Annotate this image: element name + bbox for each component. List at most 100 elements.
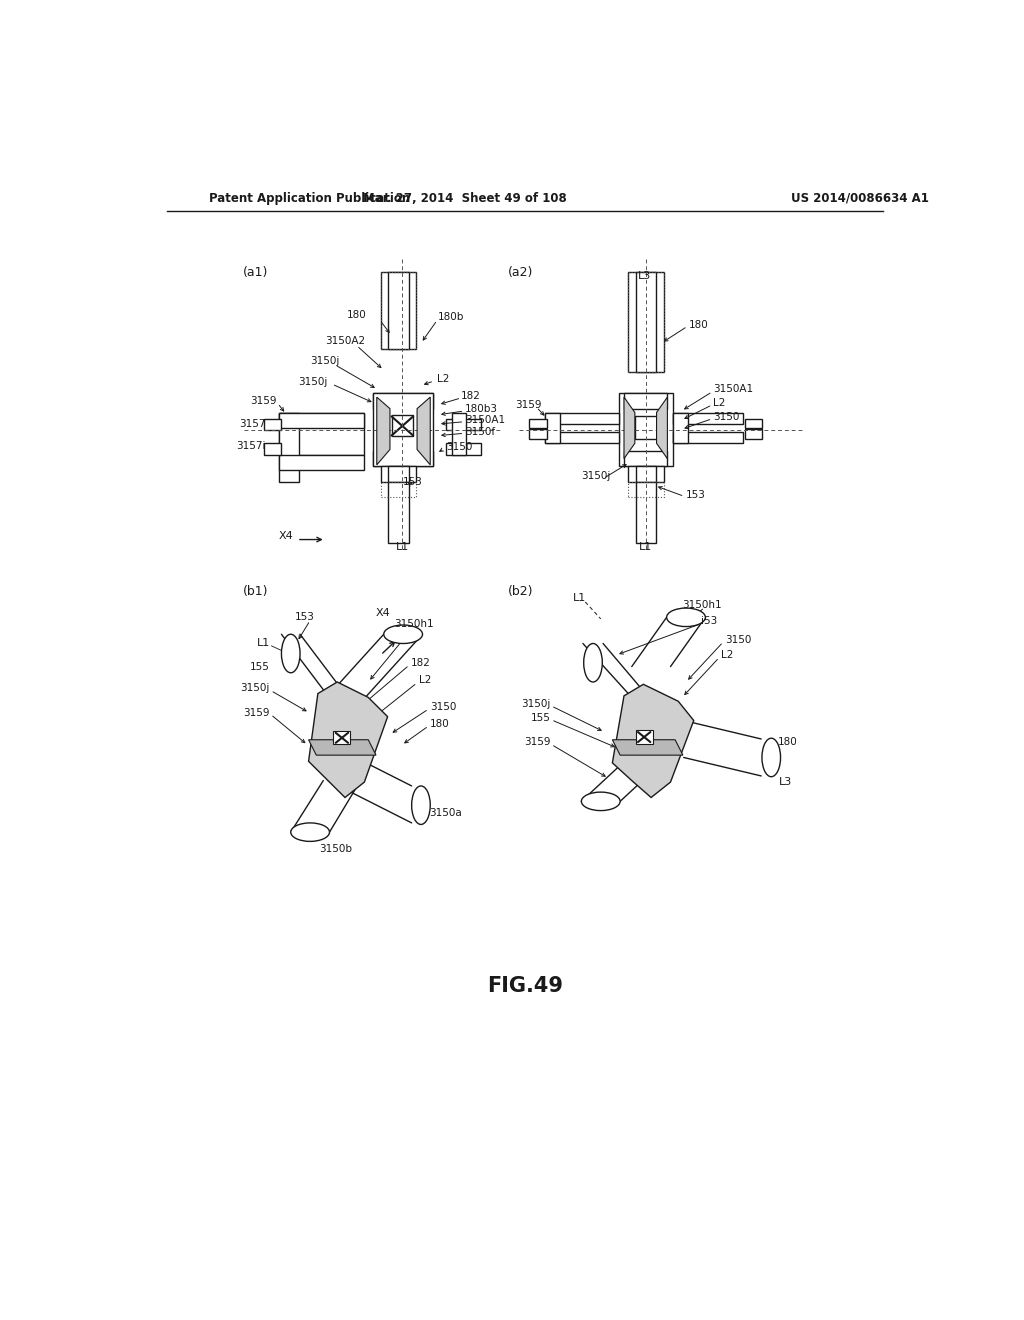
Text: L2: L2 xyxy=(437,374,450,384)
Bar xyxy=(452,413,466,455)
Text: 3157i: 3157i xyxy=(237,441,266,450)
Text: 180: 180 xyxy=(777,737,798,747)
Text: i53: i53 xyxy=(701,616,718,626)
Bar xyxy=(545,432,618,444)
Text: 3150: 3150 xyxy=(430,702,457,713)
Bar xyxy=(381,482,417,498)
Bar xyxy=(636,466,655,482)
Bar xyxy=(744,418,762,428)
Ellipse shape xyxy=(384,626,423,644)
Ellipse shape xyxy=(291,822,330,841)
Bar xyxy=(624,451,668,466)
Bar xyxy=(388,466,409,482)
Text: 3150j: 3150j xyxy=(241,684,270,693)
Text: 180: 180 xyxy=(430,719,450,730)
Text: 3150a: 3150a xyxy=(429,808,462,818)
Bar xyxy=(388,482,409,544)
Text: 3150f: 3150f xyxy=(465,426,496,437)
Text: 3159: 3159 xyxy=(524,737,550,747)
Bar xyxy=(635,416,656,440)
Text: L2: L2 xyxy=(721,649,733,660)
Text: 153: 153 xyxy=(295,612,314,622)
Ellipse shape xyxy=(282,635,300,673)
Text: Patent Application Publication: Patent Application Publication xyxy=(209,191,411,205)
Text: 3150: 3150 xyxy=(713,412,739,422)
Polygon shape xyxy=(624,397,635,459)
Text: 3150: 3150 xyxy=(725,635,752,645)
Text: 3150b: 3150b xyxy=(319,843,352,854)
Text: 180b3: 180b3 xyxy=(465,404,498,413)
Bar xyxy=(381,466,417,482)
Bar xyxy=(334,730,350,744)
Ellipse shape xyxy=(582,792,621,810)
Bar xyxy=(445,444,480,455)
Text: FIG.49: FIG.49 xyxy=(486,977,563,997)
Text: 180b: 180b xyxy=(438,312,464,322)
Bar xyxy=(373,451,433,466)
Text: 182: 182 xyxy=(411,657,431,668)
Text: (b1): (b1) xyxy=(243,585,268,598)
Text: L1: L1 xyxy=(639,543,652,552)
Ellipse shape xyxy=(584,644,602,682)
Text: (a1): (a1) xyxy=(243,265,268,279)
Text: 3150: 3150 xyxy=(445,442,472,453)
Bar xyxy=(373,393,433,409)
Bar xyxy=(673,413,742,424)
Text: 153: 153 xyxy=(402,477,422,487)
Text: L1: L1 xyxy=(572,593,586,603)
Text: 3150h1: 3150h1 xyxy=(394,619,433,630)
Text: L2: L2 xyxy=(713,399,725,408)
Bar xyxy=(545,413,560,444)
Ellipse shape xyxy=(412,785,430,825)
Text: 3150j: 3150j xyxy=(582,471,610,482)
Bar xyxy=(381,272,417,350)
Text: L1: L1 xyxy=(395,543,409,552)
Bar xyxy=(628,466,664,482)
Text: 182: 182 xyxy=(461,391,481,400)
Text: 3150A1: 3150A1 xyxy=(713,384,754,395)
Text: 180: 180 xyxy=(689,319,709,330)
Text: 3150A1: 3150A1 xyxy=(465,416,505,425)
Bar xyxy=(673,432,742,444)
Text: 3159: 3159 xyxy=(244,708,270,718)
Polygon shape xyxy=(417,397,430,465)
Bar xyxy=(636,272,655,372)
Bar xyxy=(618,393,673,466)
Bar xyxy=(263,444,281,455)
Text: US 2014/0086634 A1: US 2014/0086634 A1 xyxy=(791,191,929,205)
Polygon shape xyxy=(308,682,388,797)
Polygon shape xyxy=(612,739,683,755)
Bar xyxy=(529,429,547,438)
Text: 180: 180 xyxy=(347,310,367,321)
Bar xyxy=(445,418,480,430)
Bar xyxy=(381,272,417,350)
Text: L3: L3 xyxy=(779,777,793,787)
Bar xyxy=(529,418,547,428)
Text: X4: X4 xyxy=(376,609,391,619)
Text: 3150j: 3150j xyxy=(521,698,550,709)
Bar xyxy=(628,272,664,372)
Bar xyxy=(280,455,365,470)
Bar xyxy=(280,413,299,482)
Text: X4: X4 xyxy=(279,531,293,541)
Polygon shape xyxy=(612,684,693,797)
Text: 3150h1: 3150h1 xyxy=(682,601,722,610)
Polygon shape xyxy=(377,397,390,465)
Text: Mar. 27, 2014  Sheet 49 of 108: Mar. 27, 2014 Sheet 49 of 108 xyxy=(364,191,567,205)
Bar xyxy=(628,482,664,498)
Bar xyxy=(373,393,433,466)
Text: L2: L2 xyxy=(419,676,431,685)
Text: 3159: 3159 xyxy=(515,400,542,409)
Text: 3150j: 3150j xyxy=(310,356,340,366)
Text: 155: 155 xyxy=(530,713,550,723)
Text: (b2): (b2) xyxy=(508,585,534,598)
Text: L1: L1 xyxy=(257,639,270,648)
Bar xyxy=(636,482,655,544)
Text: 3157: 3157 xyxy=(240,418,266,429)
Text: L3: L3 xyxy=(638,271,651,281)
Polygon shape xyxy=(656,397,668,459)
Text: 153: 153 xyxy=(686,490,706,500)
Bar xyxy=(391,414,414,437)
Text: 155: 155 xyxy=(250,661,270,672)
Text: 3159: 3159 xyxy=(250,396,276,407)
